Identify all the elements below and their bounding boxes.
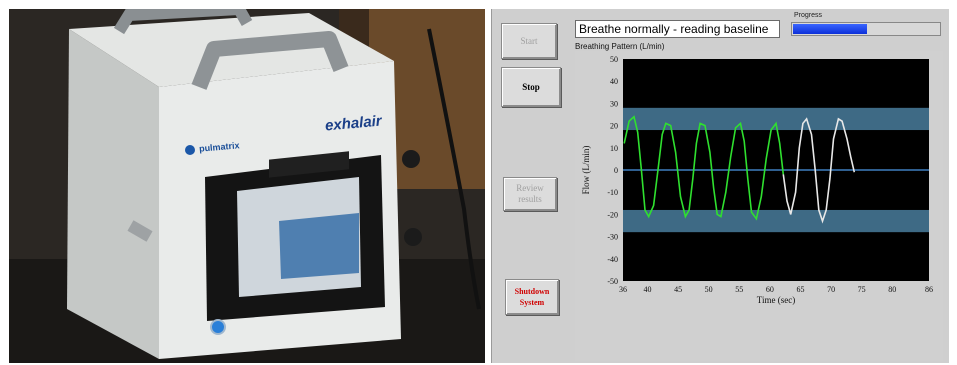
x-tick-label: 80 (888, 285, 896, 294)
start-button[interactable]: Start (501, 23, 557, 59)
y-tick-label: 30 (610, 99, 618, 108)
x-tick-label: 70 (827, 285, 835, 294)
y-tick-label: -10 (607, 188, 618, 197)
y-tick-label: -20 (607, 210, 618, 219)
y-tick-label: 0 (614, 166, 618, 175)
x-tick-label: 40 (643, 285, 651, 294)
x-tick-label: 75 (858, 285, 866, 294)
review-results-button[interactable]: Review results (503, 177, 557, 211)
y-tick-label: 20 (610, 122, 618, 131)
series-line-white (782, 117, 856, 224)
y-tick-label: 50 (610, 55, 618, 64)
status-message: Breathe normally - reading baseline (575, 20, 780, 38)
y-tick-label: -40 (607, 255, 618, 264)
brand-logo-pulmatrix (185, 145, 195, 155)
progress-bar (791, 22, 941, 36)
stop-button[interactable]: Stop (501, 67, 561, 107)
flow-band-1 (623, 209, 929, 233)
control-ui: Start Stop Review results Shutdown Syste… (491, 9, 949, 363)
device-photo-drawing (9, 9, 485, 363)
y-tick-label: 10 (610, 144, 618, 153)
x-tick-label: 65 (796, 285, 804, 294)
device-photo: pulmatrix exhalair (9, 9, 485, 363)
shutdown-system-button[interactable]: Shutdown System (505, 279, 559, 315)
progress-fill (793, 24, 867, 34)
y-tick-label: 40 (610, 77, 618, 86)
y-tick-label: -30 (607, 233, 618, 242)
x-tick-label: 45 (674, 285, 682, 294)
x-tick-label: 50 (705, 285, 713, 294)
progress-label: Progress (794, 12, 823, 19)
chart-title: Breathing Pattern (L/min) (575, 42, 665, 51)
x-tick-label: 86 (925, 285, 933, 294)
x-axis-label: Time (sec) (757, 295, 795, 305)
y-axis-label: Flow (L/min) (581, 146, 591, 195)
series-line-green (623, 115, 785, 221)
y-tick-label: -50 (607, 277, 618, 286)
x-tick-label: 60 (766, 285, 774, 294)
x-tick-label: 36 (619, 285, 627, 294)
x-tick-label: 55 (735, 285, 743, 294)
